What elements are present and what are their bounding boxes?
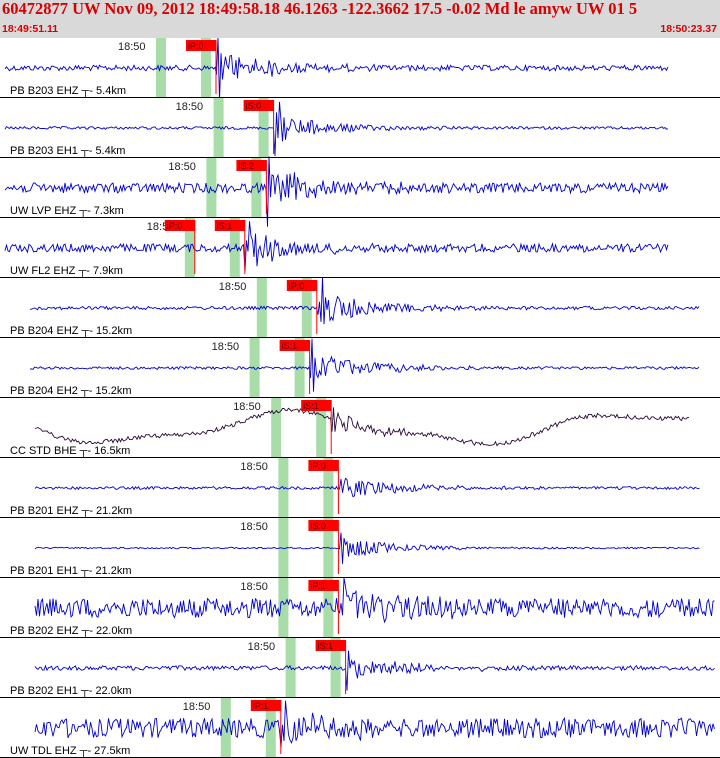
minute-tick-label: 18:50	[233, 401, 261, 413]
trace-row: 18:50 iP:0 PB B203 EHZ ┬- 5.4km	[0, 38, 720, 101]
p-pick-window	[278, 518, 289, 578]
trace-row: 18:50 iP:1 PB B202 EHZ ┬- 22.0km	[0, 577, 720, 638]
pick-marker	[315, 640, 346, 651]
trace-line	[4, 221, 669, 272]
s-pick-window	[323, 578, 334, 638]
trace-line	[34, 407, 690, 447]
minute-tick-label: 18:50	[240, 521, 268, 533]
s-pick-window	[323, 458, 334, 518]
minute-tick-label: 18:50	[219, 281, 247, 293]
pick-marker-label: iS:1	[303, 401, 319, 411]
channel-label: CC STD BHE ┬- 16.5km	[10, 445, 130, 458]
window-end-time: 18:50:23.37	[660, 23, 717, 35]
trace-row: 18:50 iS:1 PB B204 EH2 ┬- 15.2km	[0, 338, 720, 398]
pick-marker-label: iS:1	[282, 341, 298, 351]
trace-row: 18:50 iP:1 UW TDL EHZ ┬- 27.5km	[0, 698, 720, 758]
channel-label: PB B201 EH1 ┬- 21.2km	[10, 565, 132, 578]
pick-marker	[250, 700, 281, 711]
p-pick-window	[184, 218, 195, 278]
p-pick-window	[271, 398, 282, 458]
channel-label: PB B204 EH2 ┬- 15.2km	[10, 385, 132, 398]
minute-tick-label: 18:50	[240, 581, 268, 593]
s-pick-window	[301, 278, 312, 338]
pick-marker	[186, 40, 216, 51]
trace-line	[34, 650, 715, 691]
channel-label: PB B202 EH1 ┬- 22.0km	[10, 685, 132, 698]
pick-marker-label-secondary: iP:0	[167, 221, 183, 231]
minute-tick-label: 18:50	[118, 41, 146, 53]
minute-tick-label: 18:50	[176, 101, 204, 113]
pick-marker	[301, 400, 332, 411]
pick-marker	[308, 460, 339, 471]
trace-line	[4, 156, 669, 227]
trace-row: 18:50 iP:0 PB B204 EHZ ┬- 15.2km	[0, 277, 720, 338]
trace-line	[34, 577, 715, 624]
minute-tick-label: 18:50	[183, 701, 211, 713]
trace-row: 18:50 iP:0 PB B201 EHZ ┬- 21.2km	[0, 458, 720, 518]
trace-line	[29, 338, 700, 392]
event-title: 60472877 UW Nov 09, 2012 18:49:58.18 46.…	[2, 0, 638, 18]
pick-marker-secondary	[164, 220, 195, 231]
trace-line	[4, 38, 669, 101]
trace-line	[34, 532, 700, 564]
channel-label: UW TDL EHZ ┬- 27.5km	[10, 745, 130, 758]
trace-line	[34, 477, 700, 498]
minute-tick-label: 18:50	[240, 461, 268, 473]
trace-row: 18:50 iS:1 PB B202 EH1 ┬- 22.0km	[0, 638, 720, 698]
channel-label: PB B201 EHZ ┬- 21.2km	[10, 505, 132, 518]
p-pick-window	[206, 158, 217, 218]
minute-tick-label: 18:50	[212, 341, 240, 353]
channel-label: PB B203 EH1 ┬- 5.4km	[10, 145, 125, 158]
pick-marker	[286, 280, 317, 291]
pick-marker	[214, 220, 245, 231]
event-header: 60472877 UW Nov 09, 2012 18:49:58.18 46.…	[0, 0, 720, 38]
s-pick-window	[251, 158, 262, 218]
pick-marker-label: iS:0	[246, 101, 262, 111]
window-start-time: 18:49:51.11	[2, 23, 59, 35]
trace-row: 18:50 iS:0 PB B201 EH1 ┬- 21.2km	[0, 518, 720, 578]
trace-line	[34, 700, 715, 748]
channel-label: UW FL2 EHZ ┬- 7.9km	[10, 265, 123, 278]
s-pick-window	[294, 338, 305, 398]
trace-row: 18:50 iS:1 CC STD BHE ┬- 16.5km	[0, 398, 720, 458]
p-pick-window	[156, 38, 166, 98]
trace-line	[29, 277, 700, 325]
pick-marker	[243, 100, 274, 111]
trace-row: 18:50 iS:0 PB B203 EH1 ┬- 5.4km	[0, 98, 720, 158]
pick-marker-label: iP:0	[310, 461, 326, 471]
pick-marker-label: iP:0	[289, 281, 305, 291]
trace-row: 18:50 iS:1iP:0UW FL2 EHZ ┬- 7.9km	[0, 218, 720, 278]
pick-marker	[236, 160, 267, 171]
pick-marker-label: iS:1	[217, 221, 233, 231]
s-pick-window	[316, 398, 327, 458]
minute-tick-label: 18:50	[168, 161, 196, 173]
pick-marker-label: iP:0	[188, 41, 204, 51]
pick-marker-label: iS:1	[318, 641, 334, 651]
pick-marker	[279, 340, 310, 351]
channel-label: UW LVP EHZ ┬- 7.3km	[10, 205, 124, 218]
channel-label: PB B203 EHZ ┬- 5.4km	[10, 85, 126, 98]
trace-row: 18:50 iS:2 UW LVP EHZ ┬- 7.3km	[0, 156, 720, 227]
p-pick-window	[278, 578, 289, 638]
channel-label: PB B202 EHZ ┬- 22.0km	[10, 625, 132, 638]
minute-tick-label: 18:50	[248, 641, 276, 653]
pick-marker-label: iP:1	[253, 701, 269, 711]
pick-marker-label: iS:0	[310, 521, 326, 531]
trace-line	[4, 101, 669, 157]
pick-marker	[308, 520, 339, 531]
pick-marker-label: iS:2	[238, 161, 254, 171]
pick-marker-label: iP:1	[310, 581, 326, 591]
channel-label: PB B204 EHZ ┬- 15.2km	[10, 325, 132, 338]
pick-marker	[308, 580, 339, 591]
seismogram-plot[interactable]: 18:50 iP:0 PB B203 EHZ ┬- 5.4km 18:50 iS:0 PB…	[0, 38, 720, 758]
